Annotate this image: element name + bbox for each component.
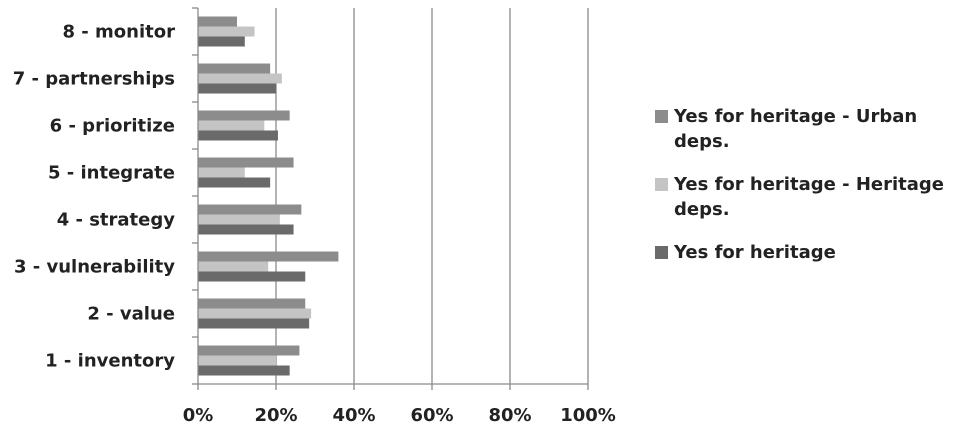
bar-1-1	[198, 345, 300, 356]
y-tick-label: 1 - inventory	[45, 351, 175, 372]
y-tick-label: 8 - monitor	[63, 22, 176, 43]
gridlines	[275, 8, 589, 384]
x-tick-label: 80%	[488, 405, 531, 426]
legend: Yes for heritage - Urban deps. Yes for he…	[655, 104, 950, 283]
bar-2-6	[198, 120, 265, 131]
bar-1-6	[198, 110, 290, 121]
bar-2-5	[198, 167, 245, 178]
legend-label: Yes for heritage	[674, 242, 836, 263]
bar-1-5	[198, 157, 294, 168]
x-tick-label: 60%	[410, 405, 453, 426]
bar-2-1	[198, 355, 276, 366]
bar-1-8	[198, 16, 237, 27]
y-axis-tick-labels: 1 - inventory 2 - value 3 - vulnerability 4…	[13, 22, 176, 372]
x-tick-label: 20%	[254, 405, 297, 426]
bar-1-4	[198, 204, 302, 215]
bar-3-2	[198, 318, 310, 329]
y-tick-label: 5 - integrate	[48, 163, 175, 184]
y-tick-label: 7 - partnerships	[13, 69, 175, 90]
y-tick-label: 3 - vulnerability	[14, 257, 175, 278]
bar-2-2	[198, 308, 312, 319]
bar-1-7	[198, 63, 271, 74]
legend-swatch	[655, 110, 668, 123]
legend-swatch	[655, 246, 668, 259]
legend-label: Yes for heritage - Urban deps.	[674, 106, 918, 152]
bar-2-7	[198, 73, 282, 84]
legend-label: Yes for heritage - Heritage deps.	[674, 174, 944, 220]
x-axis-tick-labels: 0% 20% 40% 60% 80% 100%	[183, 405, 616, 426]
bar-1-3	[198, 251, 339, 262]
x-tick-label: 40%	[332, 405, 375, 426]
y-tick-label: 6 - prioritize	[50, 116, 175, 137]
x-tick-label: 0%	[183, 405, 214, 426]
x-tick-label: 100%	[560, 405, 616, 426]
bar-3-1	[198, 365, 290, 376]
legend-item: Yes for heritage	[655, 240, 950, 265]
y-tick-label: 4 - strategy	[57, 210, 176, 231]
bar-3-8	[198, 36, 245, 47]
legend-item: Yes for heritage - Urban deps.	[655, 104, 950, 154]
bar-2-3	[198, 261, 269, 272]
bar-3-7	[198, 83, 276, 94]
bar-2-8	[198, 26, 255, 37]
y-tick-label: 2 - value	[87, 304, 175, 325]
bar-3-3	[198, 271, 306, 282]
bar-3-5	[198, 177, 271, 188]
bar-2-4	[198, 214, 280, 225]
legend-item: Yes for heritage - Heritage deps.	[655, 172, 950, 222]
bar-3-6	[198, 130, 278, 141]
axes	[192, 7, 589, 390]
legend-swatch	[655, 178, 668, 191]
bar-3-4	[198, 224, 294, 235]
bars	[198, 16, 339, 376]
bar-1-2	[198, 298, 306, 309]
